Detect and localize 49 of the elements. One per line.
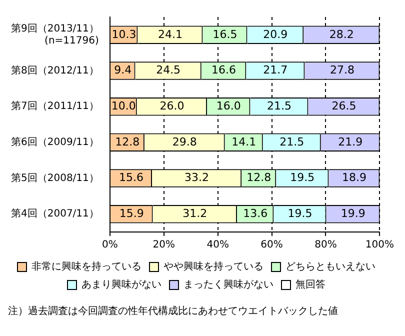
- data-label: 21.5: [280, 135, 304, 148]
- data-label: 28.2: [329, 28, 354, 41]
- legend-label: 非常に興味を持っている: [32, 260, 142, 273]
- data-label: 14.1: [232, 135, 256, 148]
- data-label: 16.5: [212, 28, 238, 41]
- data-label: 24.5: [156, 64, 181, 77]
- data-label: 19.9: [340, 206, 366, 220]
- data-label: 33.2: [184, 171, 210, 184]
- legend-label: どちらともいえない: [286, 262, 376, 273]
- data-label: 26.0: [160, 99, 184, 112]
- data-label: 19.5: [288, 206, 312, 220]
- y-tick-label: 第6回（2009/11）: [11, 136, 99, 148]
- data-label: 21.7: [263, 64, 288, 77]
- x-tick-label: 0%: [102, 240, 118, 251]
- data-label: 16.0: [216, 99, 241, 112]
- x-tick-label: 40%: [206, 240, 229, 251]
- legend-label: あまり興味がない: [82, 278, 162, 291]
- data-label: 9.4: [114, 64, 132, 77]
- text: 注）過去調査は今回調査の性年代構成比にあわせてウエイトバックした値: [8, 304, 339, 318]
- legend-label: やや興味を持っている: [164, 260, 264, 273]
- data-label: 16.6: [212, 64, 236, 77]
- y-tick-label: 第8回（2012/11）: [11, 64, 99, 76]
- data-label: 12.8: [115, 135, 140, 148]
- data-label: 15.6: [118, 171, 144, 184]
- data-label: 21.5: [266, 99, 292, 112]
- data-label: 27.8: [330, 64, 354, 77]
- data-label: 15.9: [119, 206, 144, 220]
- data-label: 12.8: [246, 171, 272, 184]
- y-tick-label: 第9回（2013/11） (n=11796): [11, 22, 99, 47]
- data-label: 24.1: [158, 28, 182, 41]
- x-tick-label: 20%: [152, 240, 175, 251]
- x-tick-label: 100%: [365, 240, 394, 251]
- data-label: 19.5: [290, 171, 315, 184]
- data-label: 26.5: [332, 99, 356, 112]
- x-tick-label: 80%: [314, 240, 337, 251]
- data-label: 10.3: [112, 28, 136, 41]
- data-label: 21.9: [338, 135, 363, 148]
- y-tick-label: 第5回（2008/11）: [11, 172, 99, 184]
- data-label: 10.0: [111, 99, 136, 112]
- data-label: 31.2: [182, 206, 208, 220]
- legend-label: 無回答: [296, 278, 326, 291]
- y-tick-label: 第7回（2011/11）: [11, 100, 99, 112]
- legend-label: まったく興味がない: [184, 278, 274, 291]
- data-label: 20.9: [263, 28, 288, 41]
- x-tick-label: 60%: [260, 240, 283, 251]
- y-tick-label: 第4回（2007/11）: [11, 208, 99, 220]
- data-label: 13.6: [243, 206, 268, 220]
- data-label: 18.9: [342, 171, 366, 184]
- data-label: 29.8: [172, 135, 197, 148]
